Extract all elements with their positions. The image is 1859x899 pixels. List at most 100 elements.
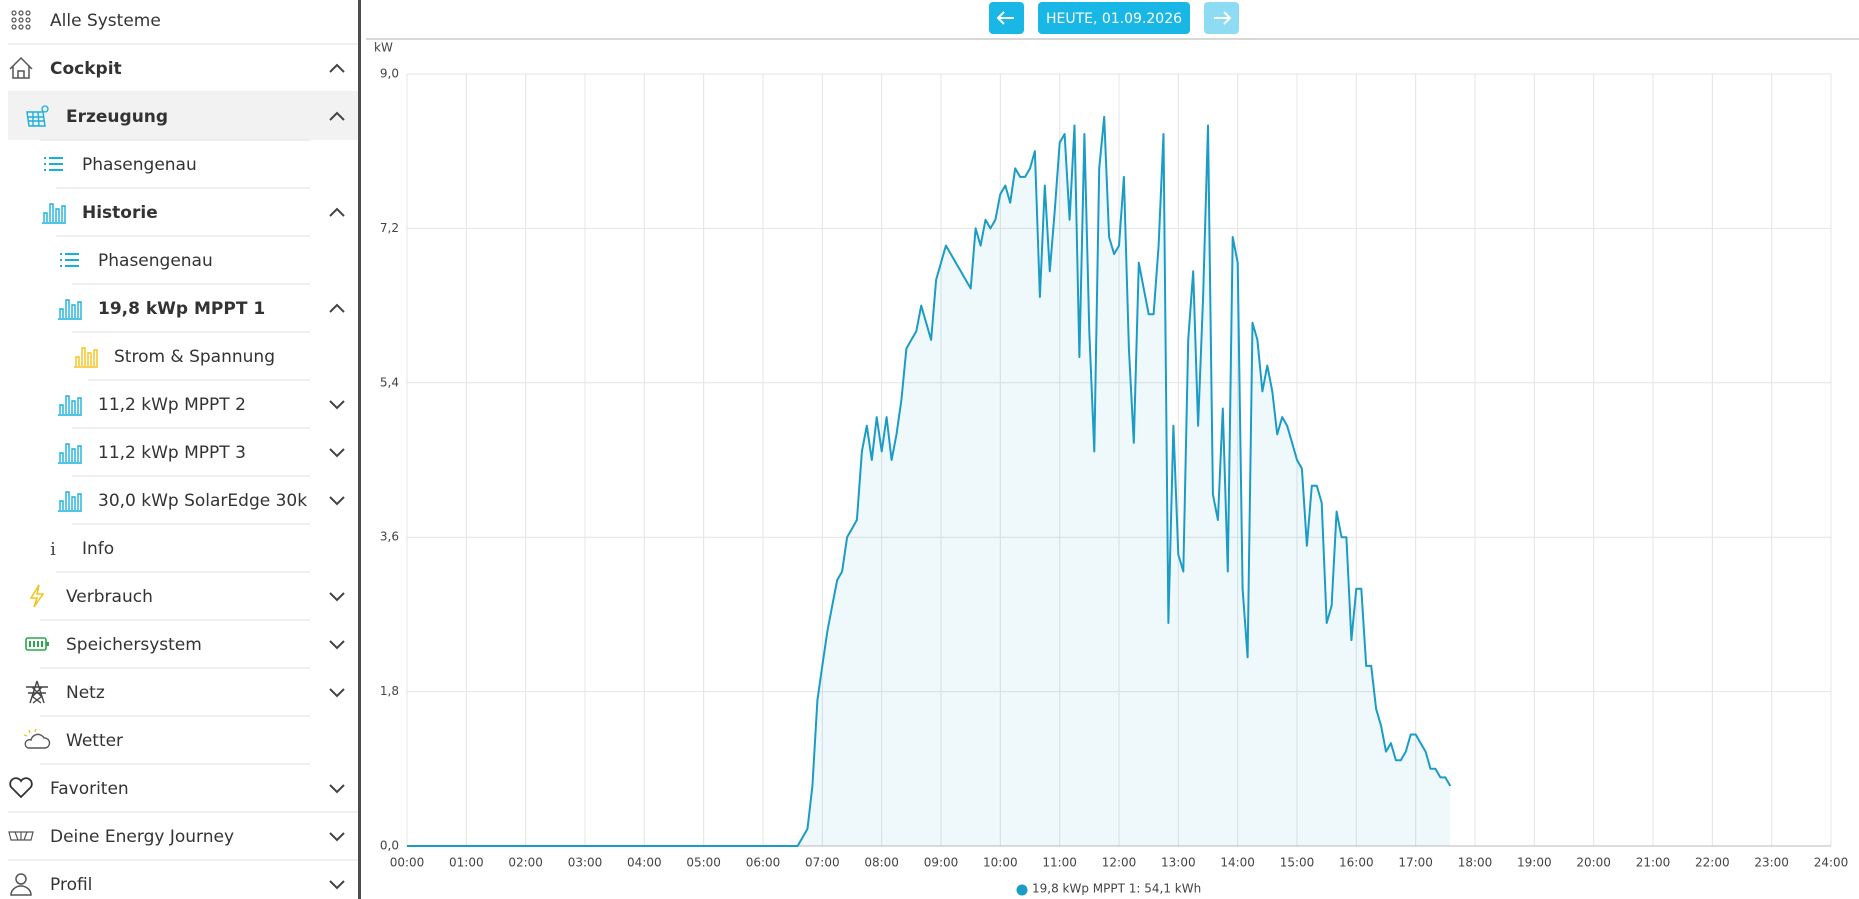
nav-icon <box>9 777 33 799</box>
x-tick-label: 08:00 <box>864 856 899 870</box>
nav-item[interactable]: 30,0 kWp SolarEdge 30k <box>58 491 345 512</box>
nav-icon <box>42 203 66 224</box>
nav-label: Netz <box>66 683 105 703</box>
date-button[interactable] <box>1038 2 1190 34</box>
chevron <box>329 784 345 794</box>
nav-item[interactable]: Netz <box>26 680 345 704</box>
icon-part <box>11 24 17 30</box>
icon-part <box>18 10 24 16</box>
date-label: HEUTE, 01.09.2026 <box>1046 11 1182 27</box>
icon-part <box>26 680 48 704</box>
x-tick-label: 02:00 <box>508 856 543 870</box>
nav-item[interactable]: i Info <box>50 539 114 560</box>
nav-icon <box>9 56 33 79</box>
icon-part <box>10 885 32 896</box>
nav-icon <box>29 584 45 608</box>
icon-part <box>11 17 17 23</box>
nav-item[interactable]: 11,2 kWp MPPT 3 <box>58 443 345 464</box>
chevron <box>329 400 345 410</box>
nav-icon <box>58 299 82 320</box>
nav-item[interactable]: 11,2 kWp MPPT 2 <box>58 395 345 416</box>
y-axis-label: kW <box>374 41 393 55</box>
nav-item[interactable]: Phasengenau <box>60 251 213 271</box>
icon-part <box>18 24 24 30</box>
nav-icon <box>74 347 98 368</box>
x-tick-label: 13:00 <box>1161 856 1196 870</box>
nav-item[interactable]: Profil <box>10 873 345 896</box>
nav-icon <box>25 637 49 651</box>
y-tick-label: 0,0 <box>380 839 399 853</box>
y-tick-label: 9,0 <box>380 67 399 81</box>
nav-item[interactable]: Erzeugung <box>8 92 358 140</box>
x-tick-label: 00:00 <box>390 856 425 870</box>
chevron <box>329 832 345 842</box>
x-tick-label: 11:00 <box>1042 856 1077 870</box>
icon-part <box>46 642 49 646</box>
icon-part <box>9 56 33 79</box>
next-arrow <box>1214 11 1232 25</box>
nav-icon <box>58 395 82 416</box>
nav-item[interactable]: Strom & Spannung <box>74 347 275 368</box>
nav-item[interactable]: Historie <box>42 203 345 224</box>
icon-part <box>25 24 31 30</box>
x-tick-label: 06:00 <box>746 856 781 870</box>
prev-arrow <box>996 11 1014 25</box>
nav-label: Cockpit <box>50 59 122 79</box>
nav-item[interactable]: Speichersystem <box>25 635 345 655</box>
nav-item[interactable]: Cockpit <box>9 56 345 79</box>
chevron <box>329 207 345 217</box>
icon-part <box>58 299 82 320</box>
nav-item[interactable]: Verbrauch <box>29 584 345 608</box>
nav-item[interactable]: 19,8 kWp MPPT 1 <box>58 299 345 320</box>
icon-part <box>42 203 66 224</box>
icon-part <box>15 873 27 885</box>
nav-label: Historie <box>82 203 158 223</box>
nav-icon <box>26 105 49 127</box>
x-tick-label: 04:00 <box>627 856 662 870</box>
icon-part <box>9 777 33 799</box>
nav-label: Alle Systeme <box>50 11 161 31</box>
icon-part <box>58 395 82 416</box>
icon-part <box>58 491 82 512</box>
icon-part <box>23 728 37 737</box>
scrollbar <box>358 0 361 899</box>
legend-label: 19,8 kWp MPPT 1: 54,1 kWh <box>1032 882 1201 896</box>
nav-item[interactable]: Wetter <box>23 728 123 751</box>
x-tick-label: 15:00 <box>1280 856 1315 870</box>
nav-icon <box>58 443 82 464</box>
nav-label: Speichersystem <box>66 635 202 655</box>
icon-part <box>11 10 17 16</box>
icon-part <box>29 641 43 647</box>
nav-label: Phasengenau <box>98 251 213 271</box>
x-tick-label: 10:00 <box>983 856 1018 870</box>
nav-label: Wetter <box>66 731 123 751</box>
chevron <box>329 448 345 458</box>
x-tick-label: 14:00 <box>1220 856 1255 870</box>
nav-label: Profil <box>50 875 92 895</box>
nav-item[interactable]: Phasengenau <box>44 155 197 175</box>
x-tick-label: 17:00 <box>1398 856 1433 870</box>
x-tick-label: 18:00 <box>1458 856 1493 870</box>
toolbar-shadow <box>366 38 1859 40</box>
nav-item[interactable]: Favoriten <box>9 777 345 799</box>
chevron <box>329 688 345 698</box>
icon-part <box>58 443 82 464</box>
legend-item[interactable]: 19,8 kWp MPPT 1: 54,1 kWh <box>1016 882 1202 896</box>
nav-item[interactable]: Deine Energy Journey <box>8 827 345 847</box>
active-background <box>8 92 358 140</box>
nav-label: 11,2 kWp MPPT 2 <box>98 395 246 415</box>
x-tick-label: 20:00 <box>1576 856 1611 870</box>
nav-label: Info <box>82 539 114 559</box>
nav-item[interactable]: Alle Systeme <box>11 10 161 31</box>
icon-part <box>60 253 79 267</box>
nav-icon <box>8 831 34 841</box>
icon-part <box>25 10 31 16</box>
chevron <box>329 496 345 506</box>
nav-icon <box>60 253 79 267</box>
legend-marker <box>1016 884 1028 896</box>
nav-icon <box>23 728 51 749</box>
icon-part <box>44 157 63 171</box>
nav-label: 19,8 kWp MPPT 1 <box>98 299 265 319</box>
